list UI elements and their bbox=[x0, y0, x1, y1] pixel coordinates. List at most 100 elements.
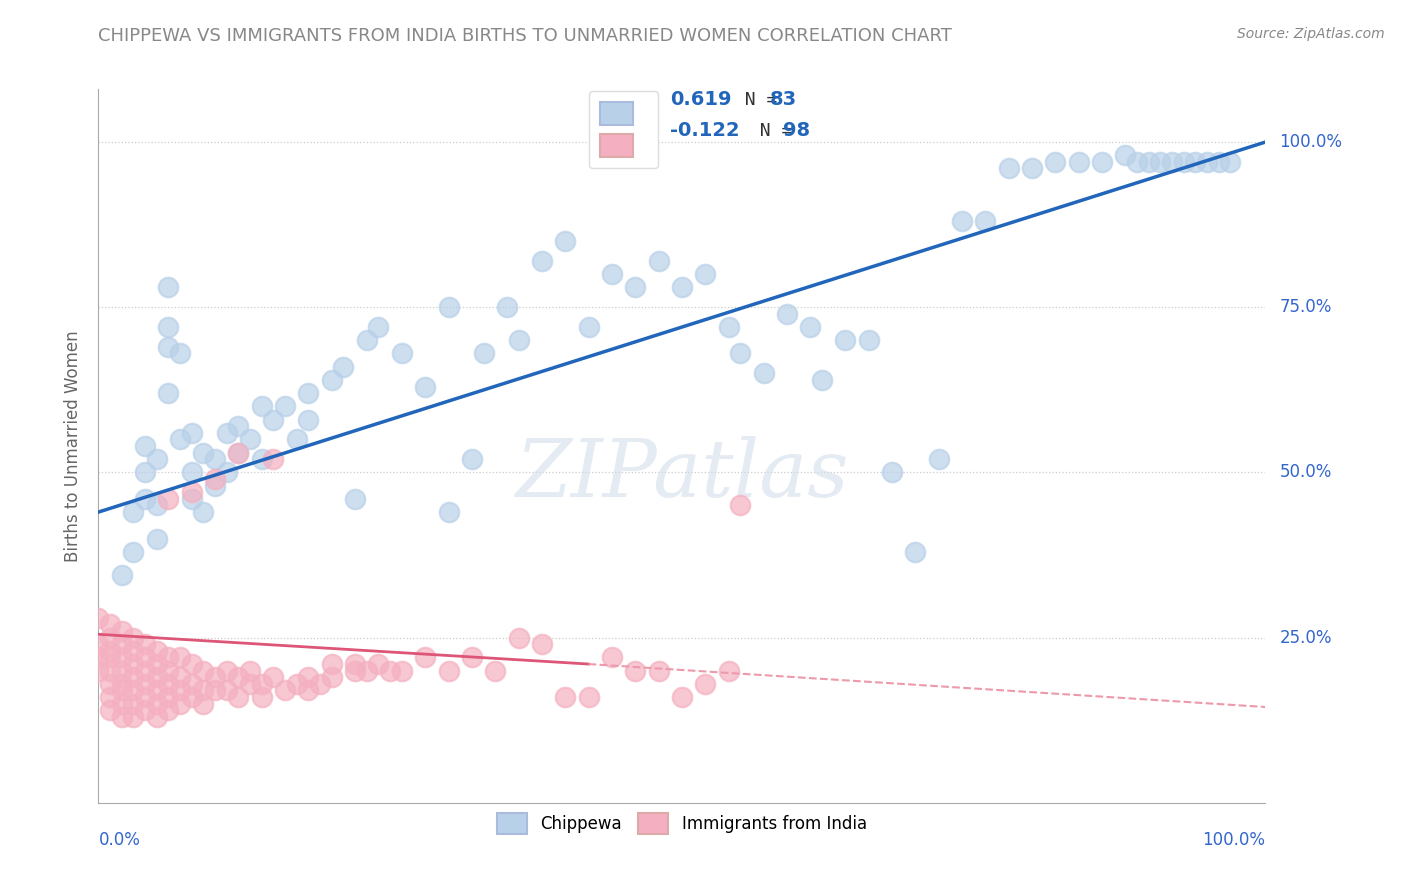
Point bbox=[169, 650, 191, 665]
Text: ZIPatlas: ZIPatlas bbox=[515, 436, 849, 513]
Point bbox=[180, 690, 202, 704]
Point bbox=[309, 677, 332, 691]
Point bbox=[262, 412, 284, 426]
Point bbox=[134, 690, 156, 704]
Point bbox=[356, 664, 378, 678]
Point bbox=[146, 452, 169, 467]
Point bbox=[554, 690, 576, 704]
Point bbox=[146, 644, 169, 658]
Point bbox=[974, 214, 997, 228]
Point bbox=[671, 690, 693, 704]
Point bbox=[157, 650, 180, 665]
Point bbox=[578, 690, 600, 704]
Point bbox=[285, 433, 308, 447]
Point bbox=[356, 333, 378, 347]
Point bbox=[239, 433, 262, 447]
Point bbox=[578, 320, 600, 334]
Point bbox=[157, 664, 180, 678]
Point bbox=[134, 650, 156, 665]
Point bbox=[437, 664, 460, 678]
Point bbox=[530, 637, 553, 651]
Point bbox=[180, 677, 202, 691]
Point bbox=[671, 280, 693, 294]
Point bbox=[367, 320, 389, 334]
Point bbox=[146, 683, 169, 698]
Point bbox=[157, 340, 180, 354]
Point bbox=[146, 697, 169, 711]
Point bbox=[204, 670, 226, 684]
Point bbox=[157, 677, 180, 691]
Text: CHIPPEWA VS IMMIGRANTS FROM INDIA BIRTHS TO UNMARRIED WOMEN CORRELATION CHART: CHIPPEWA VS IMMIGRANTS FROM INDIA BIRTHS… bbox=[98, 27, 952, 45]
Point bbox=[380, 664, 402, 678]
Point bbox=[297, 670, 319, 684]
Point bbox=[228, 445, 250, 459]
Point bbox=[215, 466, 238, 480]
Point bbox=[193, 664, 215, 678]
Text: 83: 83 bbox=[769, 90, 797, 110]
Point bbox=[437, 300, 460, 314]
Point bbox=[1137, 154, 1160, 169]
Point bbox=[111, 650, 134, 665]
Point bbox=[730, 499, 752, 513]
Point bbox=[1195, 154, 1218, 169]
Point bbox=[600, 267, 623, 281]
Point bbox=[344, 664, 367, 678]
Point bbox=[111, 664, 134, 678]
Point bbox=[134, 703, 156, 717]
Point bbox=[472, 346, 495, 360]
Point bbox=[344, 657, 367, 671]
Point bbox=[111, 697, 134, 711]
Point bbox=[98, 617, 121, 632]
Text: 25.0%: 25.0% bbox=[1279, 629, 1331, 647]
Text: 0.619: 0.619 bbox=[671, 90, 731, 110]
Point bbox=[204, 683, 226, 698]
Point bbox=[799, 320, 821, 334]
Point bbox=[1091, 154, 1114, 169]
Point bbox=[321, 670, 343, 684]
Point bbox=[1126, 154, 1149, 169]
Point bbox=[157, 280, 180, 294]
Point bbox=[344, 491, 367, 506]
Point bbox=[1045, 154, 1067, 169]
Point bbox=[776, 307, 799, 321]
Point bbox=[157, 320, 180, 334]
Legend: Chippewa, Immigrants from India: Chippewa, Immigrants from India bbox=[491, 806, 873, 841]
Point bbox=[904, 545, 927, 559]
Point bbox=[239, 664, 262, 678]
Point bbox=[157, 386, 180, 401]
Point bbox=[134, 664, 156, 678]
Point bbox=[880, 466, 903, 480]
Point bbox=[250, 677, 273, 691]
Point bbox=[111, 624, 134, 638]
Point bbox=[215, 664, 238, 678]
Point bbox=[274, 400, 297, 414]
Point bbox=[695, 677, 717, 691]
Point bbox=[98, 677, 121, 691]
Point bbox=[508, 333, 530, 347]
Point bbox=[928, 452, 950, 467]
Text: N =: N = bbox=[738, 121, 803, 139]
Point bbox=[169, 670, 191, 684]
Point bbox=[1184, 154, 1206, 169]
Point bbox=[695, 267, 717, 281]
Point bbox=[647, 254, 669, 268]
Point bbox=[228, 690, 250, 704]
Point bbox=[134, 677, 156, 691]
Point bbox=[157, 491, 180, 506]
Point bbox=[1149, 154, 1171, 169]
Point bbox=[461, 650, 484, 665]
Point bbox=[228, 445, 250, 459]
Point bbox=[169, 346, 191, 360]
Point bbox=[134, 491, 156, 506]
Point bbox=[391, 346, 413, 360]
Point bbox=[1208, 154, 1230, 169]
Point bbox=[250, 690, 273, 704]
Point bbox=[717, 664, 740, 678]
Point bbox=[146, 710, 169, 724]
Point bbox=[1219, 154, 1241, 169]
Point bbox=[193, 505, 215, 519]
Point bbox=[134, 439, 156, 453]
Point bbox=[600, 650, 623, 665]
Point bbox=[997, 161, 1019, 176]
Point bbox=[111, 637, 134, 651]
